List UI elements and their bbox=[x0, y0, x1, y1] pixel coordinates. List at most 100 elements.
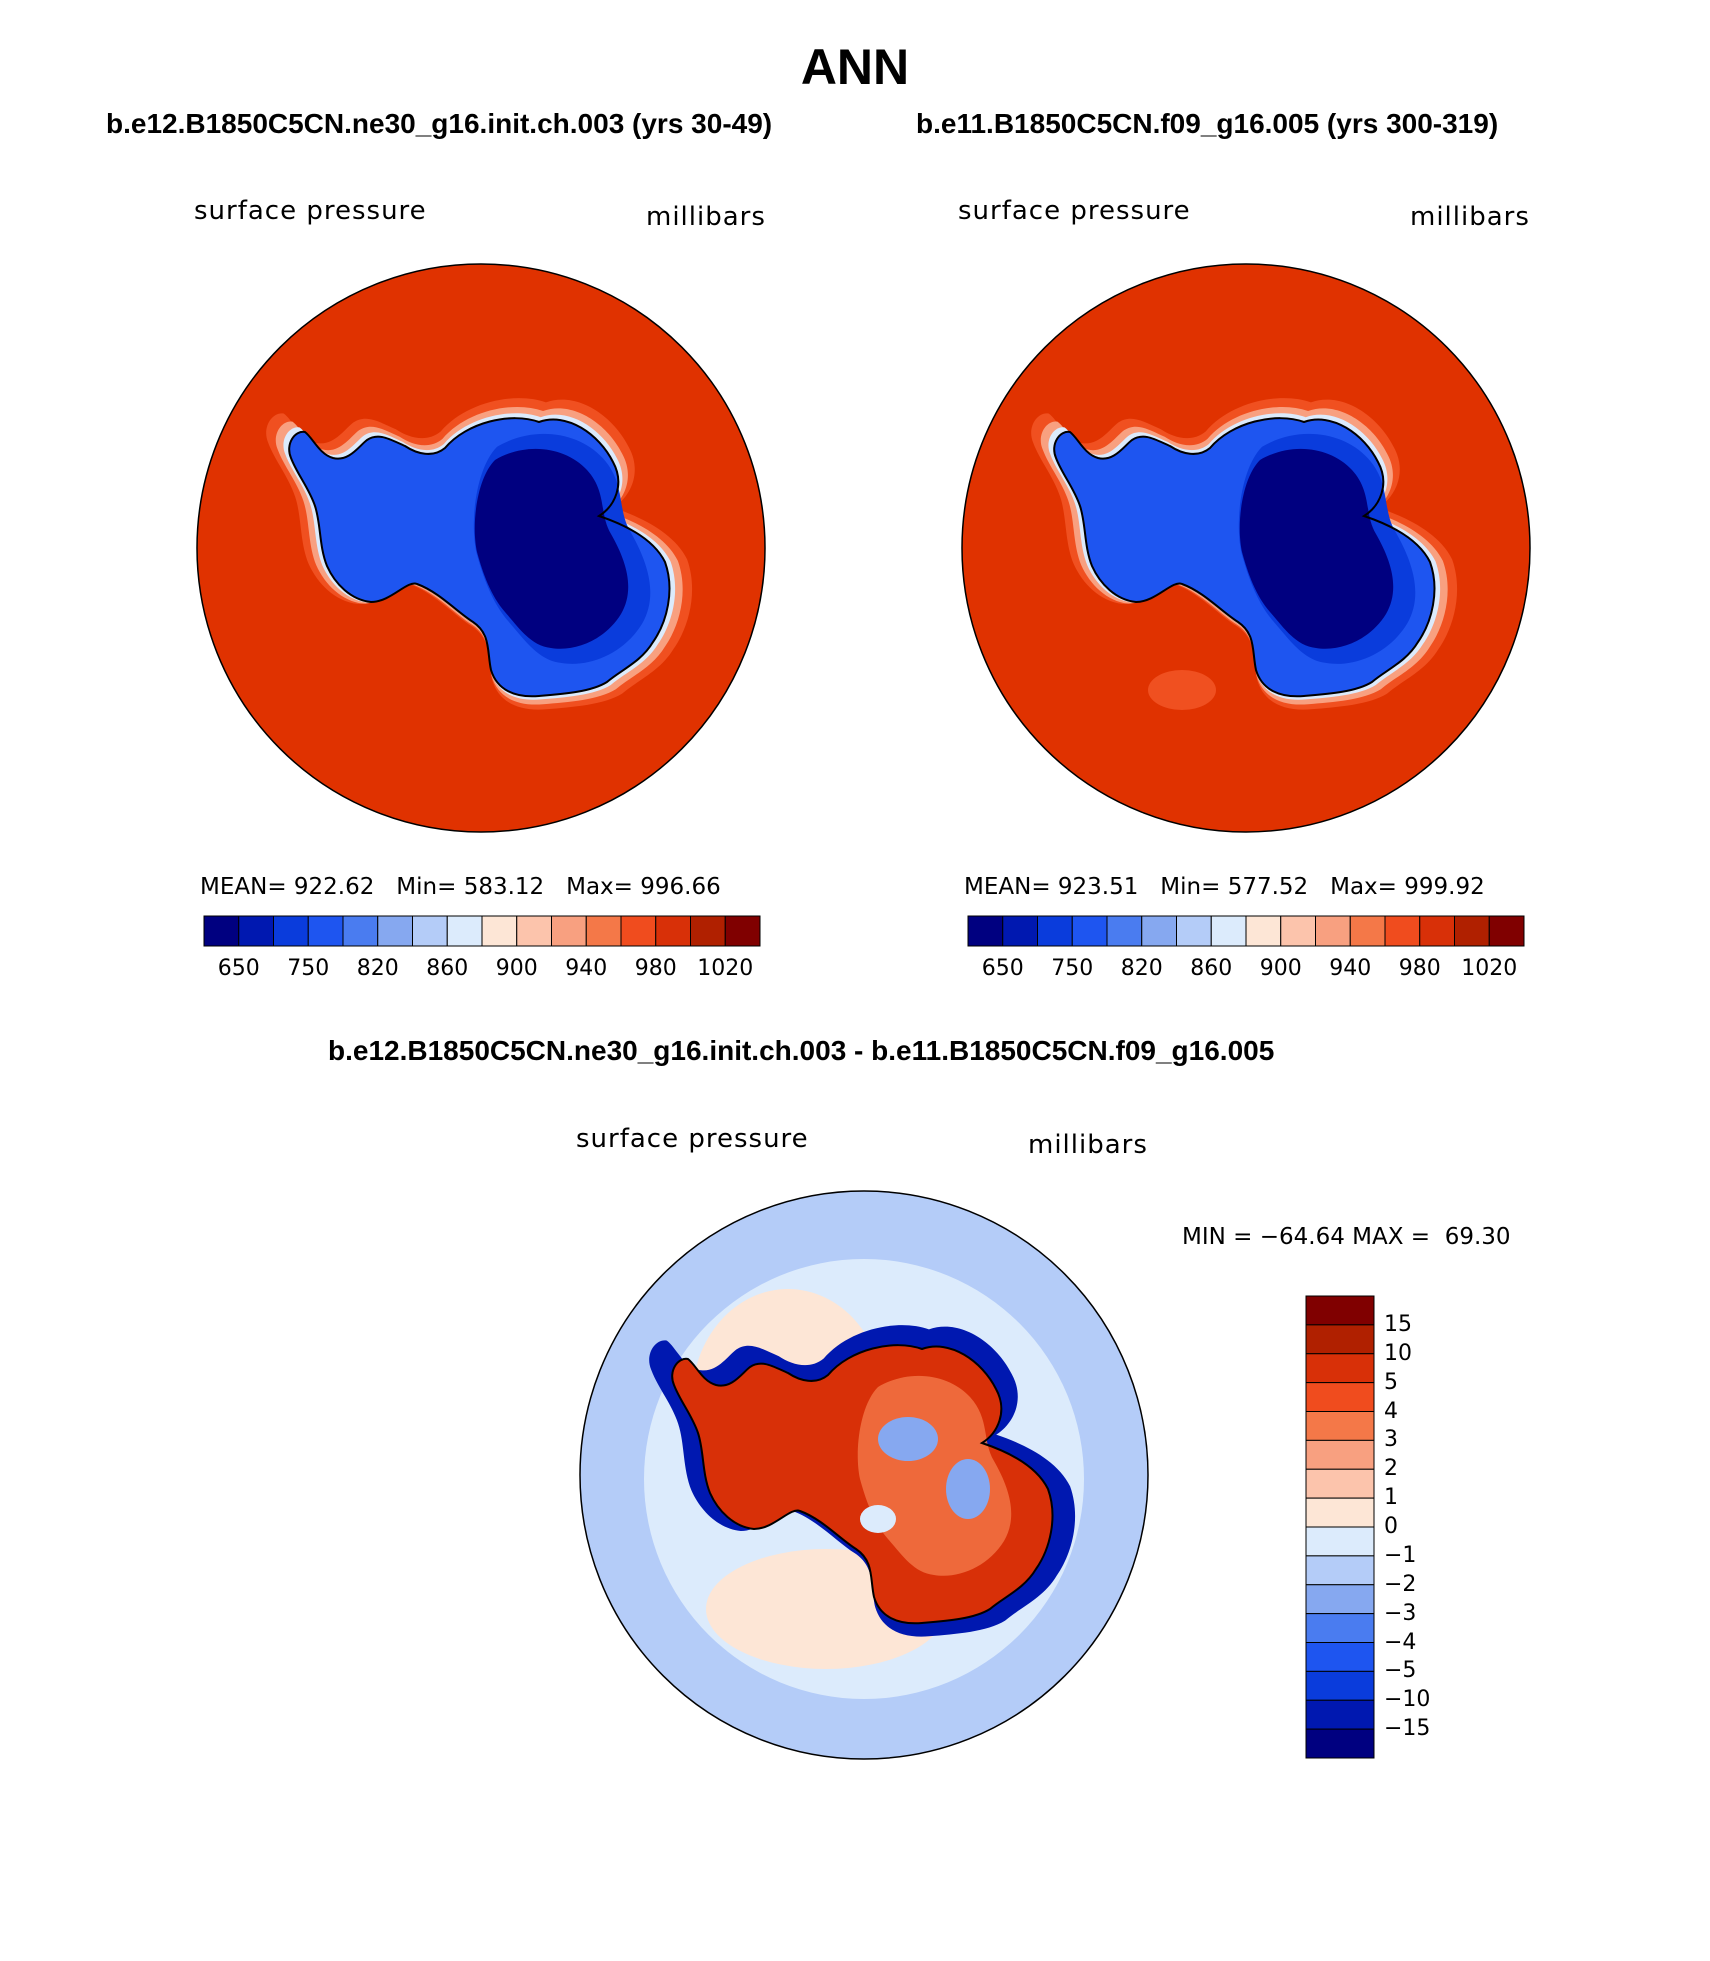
colorbar-tick-label: −15 bbox=[1384, 1716, 1431, 1742]
colorbar-tick-label: 5 bbox=[1384, 1369, 1398, 1395]
colorbar-swatch bbox=[1210, 915, 1247, 947]
colorbar-tick-label: 750 bbox=[287, 956, 330, 981]
colorbar-swatch bbox=[446, 915, 483, 947]
colorbar-swatch bbox=[307, 915, 344, 947]
colorbar-swatch bbox=[1305, 1497, 1375, 1528]
coastline bbox=[288, 417, 671, 698]
colorbar-swatch bbox=[1488, 915, 1525, 947]
left-case-title: b.e12.B1850C5CN.ne30_g16.init.ch.003 (yr… bbox=[106, 108, 773, 139]
diff-interior-negative-3 bbox=[860, 1505, 896, 1533]
colorbar-tick-label: 980 bbox=[1398, 956, 1441, 981]
colorbar-swatch bbox=[238, 915, 274, 947]
colorbar-swatch bbox=[1305, 1613, 1375, 1643]
colorbar-tick-label: −5 bbox=[1384, 1658, 1417, 1684]
colorbar-swatch bbox=[1305, 1670, 1375, 1701]
ice-plateau bbox=[1239, 448, 1394, 649]
colorbar-tick-label: 940 bbox=[565, 956, 608, 981]
colorbar-tick-label: −3 bbox=[1384, 1600, 1417, 1626]
colorbar-swatch bbox=[1141, 915, 1177, 947]
colorbar-swatch bbox=[481, 915, 518, 947]
colorbar-tick-label: 750 bbox=[1051, 956, 1094, 981]
diff-interior-negative-2 bbox=[946, 1459, 990, 1519]
colorbar-swatch bbox=[1037, 915, 1073, 947]
colorbar-swatch bbox=[1384, 915, 1421, 947]
diff-polar-map bbox=[579, 1190, 1149, 1760]
colorbar-swatch bbox=[412, 915, 448, 947]
colorbar-tick-label: −1 bbox=[1384, 1542, 1417, 1568]
colorbar-swatch bbox=[1176, 915, 1212, 947]
diff-units-label: millibars bbox=[1028, 1130, 1148, 1160]
colorbar-swatch bbox=[1305, 1382, 1375, 1412]
diff-variable-label: surface pressure bbox=[576, 1124, 809, 1154]
colorbar-swatch bbox=[1349, 915, 1386, 947]
colorbar-swatch bbox=[1305, 1642, 1375, 1672]
colorbar-tick-label: 820 bbox=[356, 956, 399, 981]
right-variable-label: surface pressure bbox=[958, 196, 1191, 226]
right-colorbar bbox=[967, 915, 1525, 947]
colorbar-swatch bbox=[1305, 1411, 1375, 1441]
coastline bbox=[1053, 417, 1436, 698]
colorbar-swatch bbox=[273, 915, 309, 947]
left-stats: MEAN= 922.62 Min= 583.12 Max= 996.66 bbox=[200, 874, 721, 900]
colorbar-swatch bbox=[1305, 1324, 1375, 1355]
diff-interior-negative-1 bbox=[878, 1417, 938, 1461]
colorbar-swatch bbox=[1106, 915, 1143, 947]
colorbar-swatch bbox=[655, 915, 691, 947]
colorbar-tick-label: 650 bbox=[981, 956, 1024, 981]
colorbar-swatch bbox=[1245, 915, 1282, 947]
colorbar-tick-label: 820 bbox=[1120, 956, 1163, 981]
colorbar-tick-label: 10 bbox=[1384, 1340, 1412, 1366]
colorbar-swatch bbox=[1305, 1468, 1375, 1499]
colorbar-tick-label: 1 bbox=[1384, 1485, 1398, 1511]
left-polar-map bbox=[196, 263, 766, 833]
colorbar-swatch bbox=[1454, 915, 1490, 947]
colorbar-tick-label: 0 bbox=[1384, 1514, 1398, 1539]
map-border bbox=[196, 263, 766, 833]
colorbar-swatch bbox=[203, 915, 240, 947]
right-polar-map bbox=[961, 263, 1531, 833]
coastline bbox=[671, 1344, 1054, 1625]
colorbar-swatch bbox=[1305, 1699, 1375, 1730]
colorbar-swatch bbox=[724, 915, 761, 947]
right-stats: MEAN= 923.51 Min= 577.52 Max= 999.92 bbox=[964, 874, 1485, 900]
colorbar-swatch bbox=[690, 915, 726, 947]
diff-case-title: b.e12.B1850C5CN.ne30_g16.init.ch.003 - b… bbox=[328, 1035, 1275, 1066]
colorbar-tick-label: 3 bbox=[1384, 1427, 1398, 1453]
left-colorbar bbox=[203, 915, 761, 947]
colorbar-swatch bbox=[1280, 915, 1316, 947]
colorbar-tick-label: 2 bbox=[1384, 1456, 1398, 1482]
colorbar-swatch bbox=[1305, 1353, 1375, 1384]
colorbar-tick-label: −2 bbox=[1384, 1571, 1417, 1597]
colorbar-swatch bbox=[1305, 1295, 1375, 1326]
map-border bbox=[579, 1190, 1149, 1760]
colorbar-tick-label: 650 bbox=[217, 956, 260, 981]
colorbar-swatch bbox=[1305, 1728, 1375, 1759]
colorbar-swatch bbox=[1305, 1526, 1375, 1557]
ice-plateau bbox=[474, 448, 629, 649]
colorbar-tick-label: 860 bbox=[1190, 956, 1233, 981]
colorbar-swatch bbox=[1315, 915, 1351, 947]
colorbar-tick-label: −4 bbox=[1384, 1629, 1417, 1655]
colorbar-tick-label: 4 bbox=[1384, 1398, 1398, 1424]
colorbar-swatch bbox=[1305, 1584, 1375, 1615]
diff-colorbar bbox=[1305, 1295, 1375, 1759]
colorbar-tick-label: 940 bbox=[1329, 956, 1372, 981]
colorbar-tick-label: 15 bbox=[1384, 1311, 1412, 1337]
right-units-label: millibars bbox=[1410, 202, 1530, 232]
map-border bbox=[961, 263, 1531, 833]
figure-title: ANN bbox=[800, 39, 910, 95]
colorbar-tick-label: 900 bbox=[1259, 956, 1302, 981]
colorbar-swatch bbox=[1419, 915, 1455, 947]
colorbar-tick-label: 900 bbox=[495, 956, 538, 981]
colorbar-swatch bbox=[1071, 915, 1108, 947]
colorbar-swatch bbox=[551, 915, 587, 947]
right-case-title: b.e11.B1850C5CN.f09_g16.005 (yrs 300-319… bbox=[916, 108, 1499, 139]
colorbar-swatch bbox=[1002, 915, 1038, 947]
colorbar-tick-label: 1020 bbox=[1461, 956, 1518, 981]
colorbar-swatch bbox=[1305, 1555, 1375, 1586]
colorbar-swatch bbox=[342, 915, 379, 947]
colorbar-tick-label: −10 bbox=[1384, 1687, 1431, 1713]
colorbar-swatch bbox=[377, 915, 413, 947]
pressure-anomaly bbox=[1148, 670, 1216, 710]
colorbar-tick-label: 860 bbox=[426, 956, 469, 981]
